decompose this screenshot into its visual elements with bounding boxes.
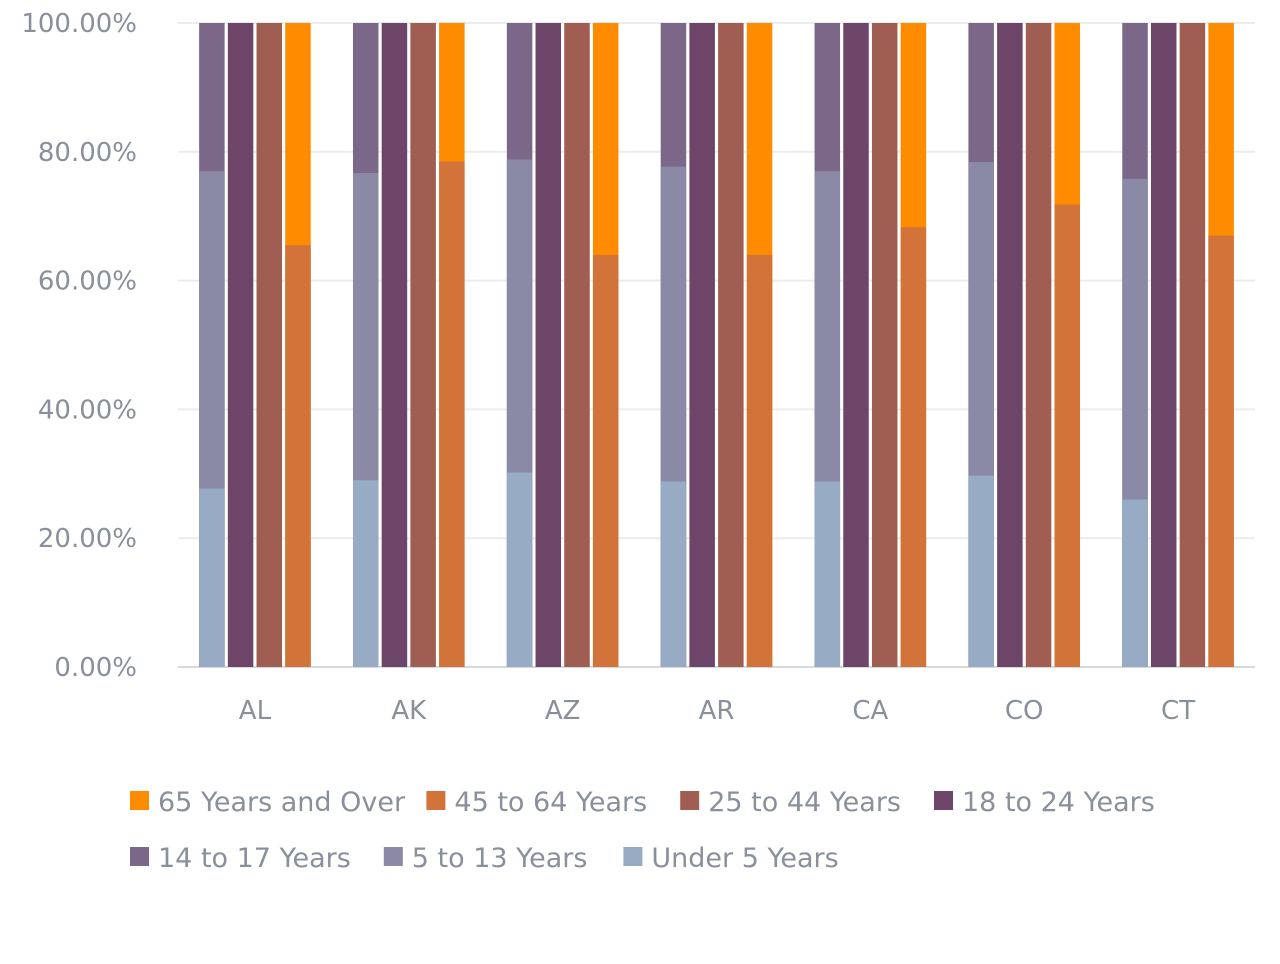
y-tick-label: 100.00%	[21, 9, 137, 39]
bar-under-5-years-AK[interactable]	[352, 480, 379, 667]
bar-18-to-24-years-AK[interactable]	[381, 23, 408, 667]
legend-swatch-14-to-17-years[interactable]	[130, 847, 149, 866]
y-tick-label: 60.00%	[38, 267, 137, 297]
legend-swatch-65-years-and-over[interactable]	[130, 791, 149, 810]
legend-label-under-5-years[interactable]: Under 5 Years	[651, 843, 838, 874]
gridlines	[178, 22, 1255, 668]
legend-label-25-to-44-years[interactable]: 25 to 44 Years	[708, 787, 901, 818]
legend-label-18-to-24-years[interactable]: 18 to 24 Years	[962, 787, 1155, 818]
legend-label-14-to-17-years[interactable]: 14 to 17 Years	[158, 843, 351, 874]
bar-18-to-24-years-AR[interactable]	[689, 23, 715, 667]
bar-45-to-64-years-AR[interactable]	[746, 254, 773, 667]
legend-swatch-under-5-years[interactable]	[623, 847, 643, 866]
bar-45-to-64-years-CO[interactable]	[1054, 204, 1081, 667]
bars	[199, 23, 1234, 667]
bar-18-to-24-years-CT[interactable]	[1150, 23, 1177, 667]
legend-label-65-years-and-over[interactable]: 65 Years and Over	[158, 787, 406, 818]
y-tick-label: 20.00%	[38, 524, 137, 554]
legend-swatch-5-to-13-years[interactable]	[383, 847, 403, 866]
bar-25-to-44-years-CA[interactable]	[871, 23, 898, 667]
y-axis: 0.00% 20.00% 40.00% 60.00% 80.00% 100.00%	[21, 9, 137, 683]
y-tick-label: 40.00%	[38, 395, 137, 425]
bar-45-to-64-years-CT[interactable]	[1208, 235, 1234, 667]
bar-25-to-44-years-CT[interactable]	[1179, 23, 1206, 667]
bar-under-5-years-AL[interactable]	[199, 488, 225, 667]
legend-swatch-45-to-64-years[interactable]	[426, 791, 446, 810]
bar-18-to-24-years-AZ[interactable]	[535, 23, 562, 667]
x-axis: AL AK AZ AR CA CO CT	[239, 696, 1195, 726]
bar-25-to-44-years-AL[interactable]	[256, 23, 283, 667]
legend-swatch-18-to-24-years[interactable]	[934, 791, 953, 810]
x-tick-label: CO	[1005, 696, 1044, 726]
bar-25-to-44-years-AR[interactable]	[718, 23, 744, 667]
x-tick-label: CA	[852, 696, 888, 726]
bar-under-5-years-AZ[interactable]	[506, 472, 533, 667]
bar-under-5-years-AR[interactable]	[660, 481, 687, 667]
x-tick-label: CT	[1161, 696, 1195, 726]
x-tick-label: AZ	[545, 696, 581, 726]
legend-swatch-25-to-44-years[interactable]	[680, 791, 700, 810]
legend-label-5-to-13-years[interactable]: 5 to 13 Years	[412, 843, 588, 874]
bar-25-to-44-years-AZ[interactable]	[564, 23, 590, 667]
bar-under-5-years-CO[interactable]	[968, 475, 994, 667]
bar-under-5-years-CA[interactable]	[814, 481, 841, 667]
bar-under-5-years-CT[interactable]	[1122, 499, 1148, 667]
bar-18-to-24-years-CA[interactable]	[843, 23, 869, 667]
y-tick-label: 80.00%	[38, 138, 137, 168]
y-tick-label: 0.00%	[54, 653, 137, 683]
x-tick-label: AL	[239, 696, 272, 726]
bar-45-to-64-years-CA[interactable]	[900, 227, 927, 667]
bar-45-to-64-years-AK[interactable]	[439, 161, 465, 667]
bar-25-to-44-years-AK[interactable]	[410, 23, 436, 667]
bar-25-to-44-years-CO[interactable]	[1025, 23, 1052, 667]
x-tick-label: AK	[391, 696, 427, 726]
bar-18-to-24-years-AL[interactable]	[227, 23, 254, 667]
x-tick-label: AR	[699, 696, 735, 726]
legend: 65 Years and Over 45 to 64 Years 25 to 44 …	[130, 787, 1155, 874]
bar-45-to-64-years-AZ[interactable]	[592, 254, 619, 667]
bar-18-to-24-years-CO[interactable]	[997, 23, 1023, 667]
bar-45-to-64-years-AL[interactable]	[285, 245, 311, 667]
legend-label-45-to-64-years[interactable]: 45 to 64 Years	[454, 787, 647, 818]
